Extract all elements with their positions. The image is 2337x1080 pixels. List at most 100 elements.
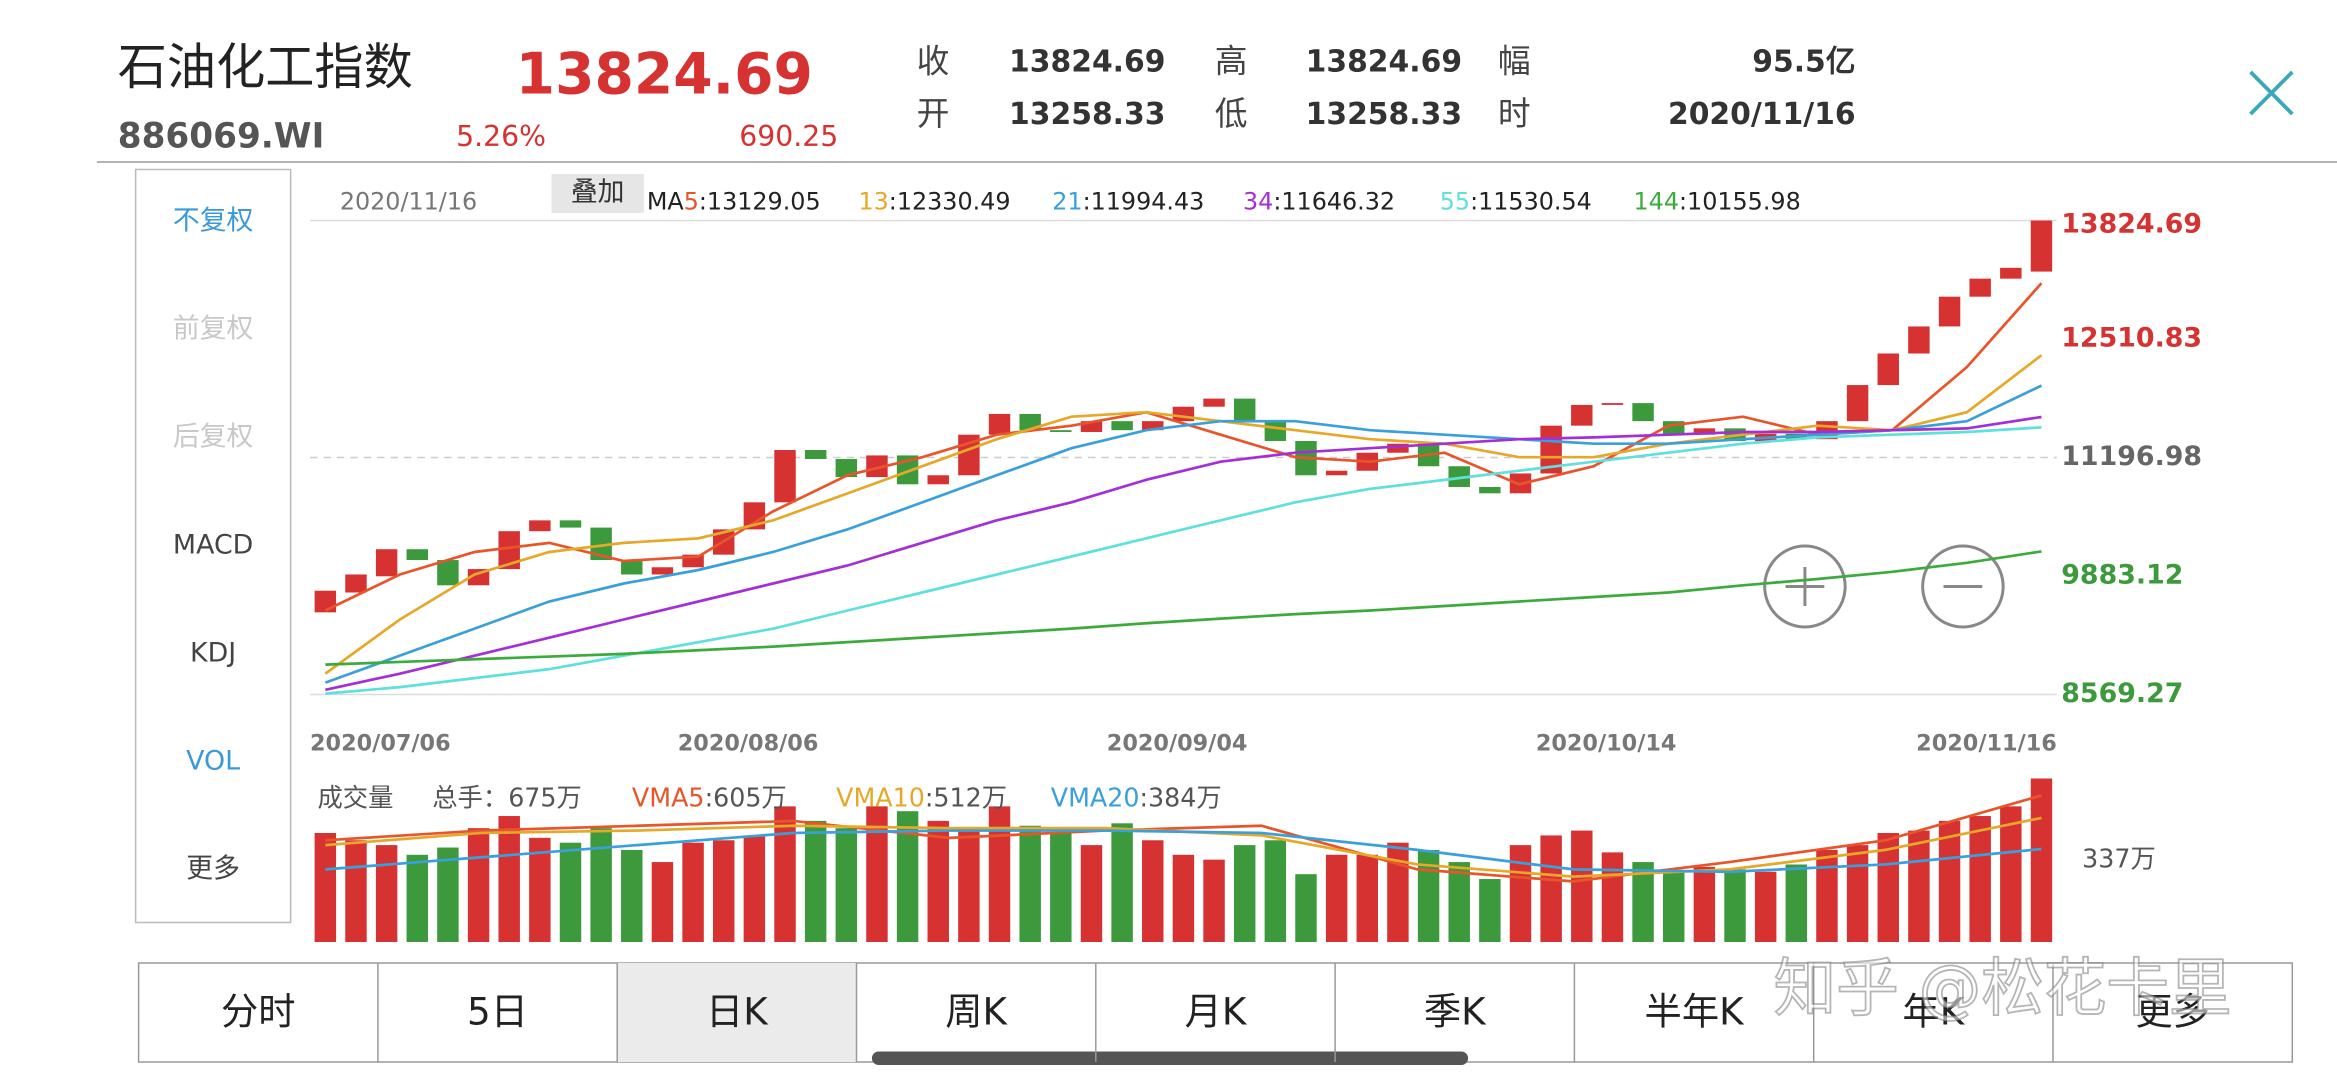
ma-prefix: MA (647, 187, 685, 215)
price: 13824.69 (516, 42, 813, 108)
zoom-in[interactable] (1763, 544, 1847, 629)
ma-name: 55 (1440, 187, 1470, 215)
volume-bar (437, 847, 459, 942)
tab[interactable]: 月K (1185, 989, 1248, 1033)
ma-line (325, 426, 2042, 695)
tab[interactable]: 半年K (1645, 989, 1745, 1033)
zoom-out[interactable] (1921, 544, 2005, 629)
ma-legend: 13:12330.49 (858, 187, 1010, 215)
overlay-button[interactable] (551, 174, 644, 213)
ma-name: 13 (858, 187, 888, 215)
volume-bar (467, 828, 490, 942)
y-tick-label: 13824.69 (2061, 208, 2202, 239)
volume-bar (1172, 854, 1195, 942)
volume-bar (1846, 845, 1869, 942)
tab-selected-bg (617, 963, 857, 1062)
y-tick-label: 337万 (2082, 843, 2156, 873)
volume-bar (1816, 849, 1838, 942)
close-button[interactable] (2249, 70, 2294, 116)
watermark: 知乎 @松花卡里 (1774, 952, 2232, 1025)
volume-bar (1663, 871, 1685, 942)
ma-legend: 21:11994.43 (1052, 187, 1204, 215)
tab[interactable]: 日K (706, 989, 769, 1033)
side-menu-item[interactable]: 更多 (186, 853, 240, 884)
candle (835, 459, 858, 478)
ma-legend: 55:11530.54 (1440, 187, 1592, 215)
stat-label: 时 (1498, 94, 1531, 133)
tab[interactable]: 季K (1424, 989, 1487, 1033)
volume-bar (559, 842, 582, 942)
candle (804, 450, 827, 460)
ma-line (324, 384, 2043, 684)
volume-bar (375, 845, 398, 942)
volume-bar (1509, 845, 1532, 942)
x-tick-label: 2020/11/16 (1916, 730, 2057, 756)
ma-name: 144 (1634, 187, 1679, 215)
side-menu-item[interactable]: VOL (186, 745, 240, 776)
tab[interactable]: 分时 (221, 989, 296, 1033)
candle (621, 560, 643, 575)
candle (1233, 398, 1256, 422)
tab[interactable]: 年K (1902, 989, 1965, 1033)
volume-bar (927, 820, 949, 942)
ma-line (325, 550, 2042, 666)
side-menu-item[interactable]: MACD (173, 529, 253, 560)
y-tick-label: 11196.98 (2061, 441, 2202, 472)
ma-line (325, 415, 2042, 692)
x-tick-label: 2020/07/06 (310, 730, 451, 756)
change: 690.25 (739, 120, 838, 153)
candle (988, 413, 1011, 435)
volume-bar (621, 849, 643, 942)
ma-value: :13129.05 (699, 187, 821, 215)
volume-bar (2030, 778, 2053, 942)
stat-value: 95.5亿 (1752, 44, 1855, 79)
volume-bar (529, 837, 551, 942)
volume-bar (314, 833, 337, 942)
volume-bar (743, 835, 766, 942)
stat-value: 13824.69 (1306, 44, 1462, 79)
y-tick-label: 12510.83 (2061, 322, 2202, 353)
volume-bar (1969, 816, 1991, 942)
volume-bar (1693, 866, 1716, 942)
volume-bar (835, 828, 858, 942)
side-menu-item[interactable]: 不复权 (173, 205, 254, 236)
candle (1601, 403, 1624, 405)
volume-bar (1785, 864, 1808, 942)
candle (774, 450, 796, 503)
volume-bar (1601, 852, 1624, 942)
ma-name: 34 (1243, 187, 1273, 215)
candle (345, 574, 367, 593)
ma-value: :11646.32 (1273, 187, 1395, 215)
candle (1387, 443, 1409, 453)
tab[interactable]: 更多 (2135, 989, 2210, 1033)
candle (1050, 430, 1072, 432)
vma-value: :605万 (705, 782, 787, 812)
volume-bar (1724, 869, 1746, 942)
volume-bar (406, 854, 428, 942)
ma-line (324, 354, 2043, 675)
ma-value: :11994.43 (1083, 187, 1205, 215)
candle (1111, 421, 1133, 431)
candle (1571, 404, 1593, 426)
tab[interactable]: 5日 (467, 989, 528, 1033)
ma-legend: MA5:13129.05 (647, 187, 821, 215)
side-menu-item[interactable]: 后复权 (173, 421, 254, 452)
volume-bar (345, 840, 367, 942)
side-menu-item[interactable]: KDJ (190, 637, 236, 668)
side-menu-item[interactable]: 前复权 (173, 313, 254, 344)
volume-bar (1387, 842, 1409, 942)
stat-value: 13258.33 (1306, 97, 1462, 132)
index-name: 石油化工指数 (118, 38, 413, 96)
volume-bar (1203, 859, 1225, 942)
y-tick-label: 9883.12 (2061, 559, 2183, 590)
volume-bar (1448, 862, 1470, 942)
volume-bar (682, 842, 704, 942)
volume-bar (1479, 879, 1501, 942)
tab[interactable]: 周K (945, 989, 1008, 1033)
volume-bar (1019, 825, 1041, 942)
vma-legend: VMA10:512万 (836, 782, 1007, 812)
ma-legend: 144:10155.98 (1634, 187, 1801, 215)
index-code: 886069.WI (118, 116, 325, 156)
